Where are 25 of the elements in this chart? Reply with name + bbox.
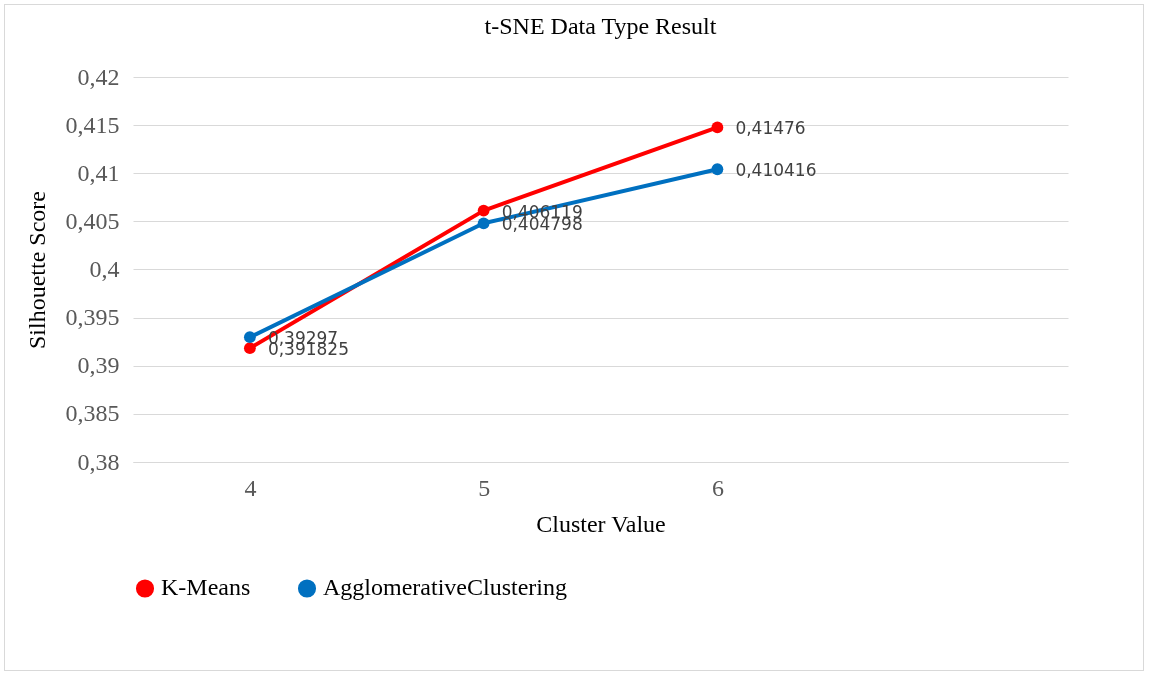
point (243, 342, 256, 355)
point (477, 217, 490, 230)
x-tick-label: 4 (244, 474, 257, 501)
point (243, 331, 256, 344)
point (477, 204, 490, 217)
x-tick-label: 5 (478, 474, 491, 501)
legend-label: K-Means (161, 574, 251, 601)
x-tick-label: 6 (711, 474, 724, 501)
y-tick-label: 0,41 (77, 159, 120, 186)
y-tick-label: 0,4 (89, 256, 120, 282)
y-axis-title: Silhouette Score (23, 191, 50, 349)
legend-label: AgglomerativeClustering (323, 574, 567, 601)
y-tick-label: 0,395 (65, 304, 120, 331)
y-tick-label: 0,38 (77, 448, 120, 475)
y-tick-label: 0,39 (77, 352, 120, 379)
data-label: 0,41476 (735, 118, 806, 139)
data-label: 0,410416 (735, 160, 817, 181)
point (711, 163, 724, 176)
y-tick-label: 0,415 (65, 111, 120, 138)
y-tick-label: 0,405 (65, 207, 120, 234)
y-tick-label: 0,385 (65, 400, 120, 427)
x-axis-title: Cluster Value (536, 510, 666, 537)
y-tick-label: 0,42 (77, 63, 120, 90)
chart-title: t-SNE Data Type Result (484, 13, 717, 39)
point (711, 121, 724, 134)
